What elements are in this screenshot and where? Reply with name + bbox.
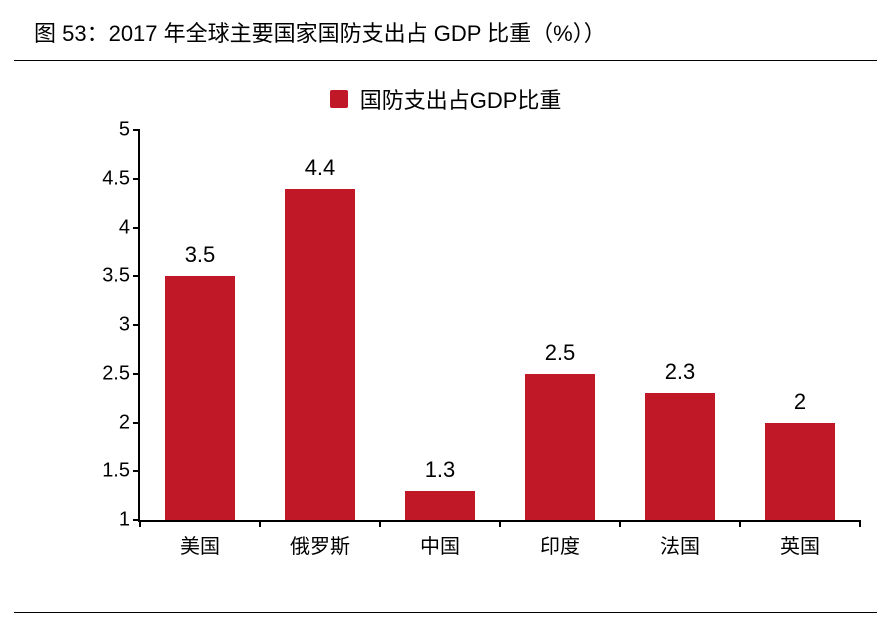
y-tick-label: 2.5 bbox=[102, 362, 130, 385]
bar: 1.3 bbox=[405, 491, 475, 520]
y-tick-mark bbox=[133, 129, 140, 131]
bar: 3.5 bbox=[165, 276, 235, 520]
bar: 2.3 bbox=[645, 393, 715, 520]
y-tick-mark bbox=[133, 324, 140, 326]
bar: 4.4 bbox=[285, 189, 355, 521]
x-tick-mark bbox=[619, 520, 621, 527]
figure-container: 图 53：2017 年全球主要国家国防支出占 GDP 比重（%）） 国防支出占G… bbox=[0, 0, 891, 621]
bar-value-label: 2 bbox=[794, 389, 806, 415]
x-tick-mark bbox=[259, 520, 261, 527]
x-axis-label: 俄罗斯 bbox=[290, 530, 350, 559]
bar-value-label: 2.3 bbox=[665, 359, 696, 385]
x-tick-mark bbox=[379, 520, 381, 527]
x-axis-label: 美国 bbox=[180, 530, 220, 559]
bar: 2 bbox=[765, 423, 835, 521]
y-tick-mark bbox=[133, 178, 140, 180]
legend-text: 国防支出占GDP比重 bbox=[360, 88, 562, 113]
y-tick-label: 1.5 bbox=[102, 460, 130, 483]
y-tick-label: 3.5 bbox=[102, 265, 130, 288]
y-tick-label: 4 bbox=[119, 216, 130, 239]
x-axis-label: 印度 bbox=[540, 530, 580, 559]
bar-value-label: 1.3 bbox=[425, 457, 456, 483]
y-tick-mark bbox=[133, 422, 140, 424]
bar-value-label: 4.4 bbox=[305, 155, 336, 181]
y-tick-mark bbox=[133, 470, 140, 472]
y-tick-label: 3 bbox=[119, 314, 130, 337]
x-tick-mark bbox=[859, 520, 861, 527]
x-axis-label: 中国 bbox=[420, 530, 460, 559]
x-tick-mark bbox=[139, 520, 141, 527]
legend: 国防支出占GDP比重 bbox=[0, 61, 891, 115]
x-axis-label: 法国 bbox=[660, 530, 700, 559]
bar-value-label: 2.5 bbox=[545, 340, 576, 366]
figure-title: 图 53：2017 年全球主要国家国防支出占 GDP 比重（%）） bbox=[14, 0, 877, 61]
y-tick-mark bbox=[133, 227, 140, 229]
legend-swatch bbox=[330, 90, 348, 108]
x-tick-mark bbox=[739, 520, 741, 527]
y-tick-mark bbox=[133, 275, 140, 277]
y-tick-mark bbox=[133, 373, 140, 375]
y-tick-label: 1 bbox=[119, 509, 130, 532]
y-tick-label: 5 bbox=[119, 119, 130, 142]
bar: 2.5 bbox=[525, 374, 595, 520]
bottom-rule bbox=[14, 612, 877, 614]
y-tick-label: 4.5 bbox=[102, 167, 130, 190]
chart-area: 11.522.533.544.553.5美国4.4俄罗斯1.3中国2.5印度2.… bbox=[78, 130, 858, 560]
bar-value-label: 3.5 bbox=[185, 242, 216, 268]
y-tick-label: 2 bbox=[119, 411, 130, 434]
x-tick-mark bbox=[499, 520, 501, 527]
plot-area: 11.522.533.544.553.5美国4.4俄罗斯1.3中国2.5印度2.… bbox=[138, 130, 860, 522]
x-axis-label: 英国 bbox=[780, 530, 820, 559]
